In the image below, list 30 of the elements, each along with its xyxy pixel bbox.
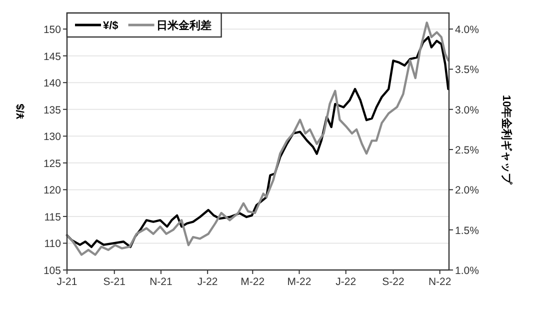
x-tick-label: J-22 [336,276,356,288]
y-tick-label: 125 [43,158,62,170]
x-tick-label: N-21 [150,276,173,288]
y-tick-label: 115 [44,211,62,224]
y-tick-label: 120 [43,184,62,197]
x-tick-label: M-22 [240,276,265,288]
x-tick-label: M-22 [287,276,312,288]
legend-label: ¥/$ [103,20,118,32]
y-tick-label: 130 [43,131,62,144]
y2-tick-label: 3.5% [455,64,479,76]
y-tick-label: 110 [44,238,62,250]
y-tick-label: 135 [43,104,62,116]
x-tick-label: S-22 [382,276,404,288]
y2-tick-label: 3.0% [455,104,479,116]
y-tick-label: 140 [43,78,62,90]
y2-tick-label: 2.5% [455,144,479,157]
y2-tick-label: 1.5% [455,224,479,237]
x-tick-label: N-22 [428,276,452,288]
y2-tick-label: 4.0% [455,24,479,36]
x-tick-label: S-21 [103,276,126,288]
legend-label: 日米金利差 [156,19,212,32]
y2-tick-label: 1.0% [455,265,479,277]
x-tick-label: J-21 [56,276,78,288]
x-tick-label: J-22 [197,276,218,288]
y-tick-label: 145 [43,50,62,63]
y2-tick-label: 2.0% [455,184,479,197]
y-tick-label: 105 [43,265,62,277]
y2-axis-title: 10年金利ギャップ [500,94,513,186]
y-tick-label: 150 [43,24,62,36]
y-axis-title: ¥/$ [15,104,27,120]
